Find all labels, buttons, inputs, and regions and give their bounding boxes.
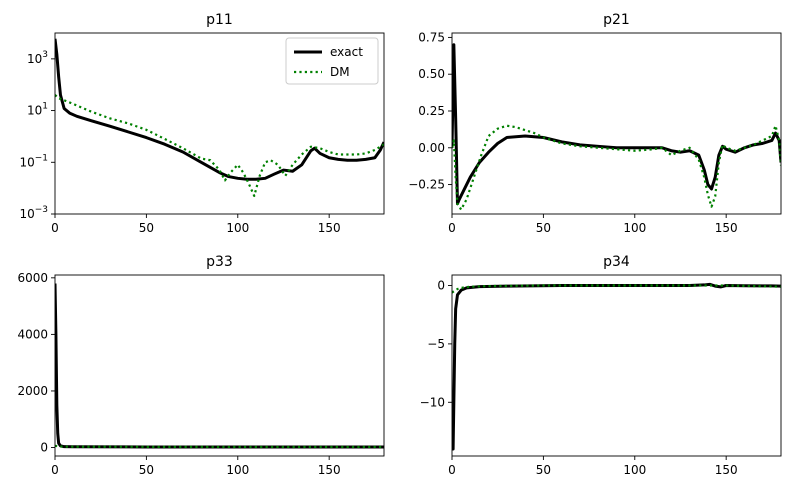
y-tick-label: −0.25	[408, 178, 445, 192]
y-tick-label: −10	[420, 395, 445, 409]
subplot-title: p34	[603, 254, 630, 270]
y-tick-label: 0.50	[418, 67, 445, 81]
x-tick-label: 100	[623, 463, 646, 477]
subplot-title: p11	[206, 12, 233, 28]
y-tick-label: 103	[27, 50, 48, 66]
subplot-title: p33	[206, 254, 233, 270]
subplot-p11: p11 0 50 100 150 10−3 10−1 101 103 exact DM	[19, 12, 385, 235]
y-tick-label: 4000	[17, 327, 48, 341]
x-tick-label: 50	[139, 463, 154, 477]
axes-frame	[54, 32, 385, 215]
y-tick-label: 0	[40, 441, 48, 455]
x-tick-label: 100	[226, 463, 249, 477]
y-tick-label: 0.75	[418, 30, 445, 44]
subplot-title: p21	[603, 12, 630, 28]
legend-label-exact: exact	[330, 45, 363, 59]
x-tick-label: 100	[623, 221, 646, 235]
y-tick-label: 0.00	[418, 141, 445, 155]
y-tick-label: 10−1	[19, 153, 48, 169]
y-tick-label: 0.25	[418, 104, 445, 118]
y-tick-label: 101	[27, 102, 48, 118]
x-tick-label: 50	[536, 221, 551, 235]
x-tick-label: 0	[448, 221, 456, 235]
series-line-exact	[452, 282, 781, 451]
y-tick-label: 10−3	[19, 205, 48, 221]
axes-frame	[451, 32, 782, 215]
x-tick-label: 150	[715, 463, 738, 477]
subplot-p33: p33 0 50 100 150 0 2000 4000 6000	[17, 254, 385, 477]
x-tick-label: 100	[226, 221, 249, 235]
series-line-exact	[55, 38, 384, 181]
series-line-DM	[55, 444, 384, 449]
subplot-p34: p34 0 50 100 150 −10 −5 0	[420, 254, 782, 477]
y-tick-label: 0	[437, 279, 445, 293]
y-tick-label: 2000	[17, 384, 48, 398]
x-tick-label: 50	[536, 463, 551, 477]
axes-frame	[451, 274, 782, 457]
axes-frame	[54, 274, 385, 457]
x-tick-label: 0	[51, 463, 59, 477]
legend-label-DM: DM	[330, 65, 350, 79]
x-tick-label: 150	[318, 221, 341, 235]
series-line-DM	[55, 94, 384, 198]
x-tick-label: 150	[318, 463, 341, 477]
y-tick-label: −5	[427, 337, 445, 351]
x-tick-label: 150	[715, 221, 738, 235]
x-tick-label: 0	[51, 221, 59, 235]
subplot-p21: p21 0 50 100 150 −0.25 0.00 0.25 0.50 0.75	[408, 12, 782, 235]
x-tick-label: 50	[139, 221, 154, 235]
y-tick-label: 6000	[17, 271, 48, 285]
legend: exact DM	[285, 37, 379, 85]
x-tick-label: 0	[448, 463, 456, 477]
